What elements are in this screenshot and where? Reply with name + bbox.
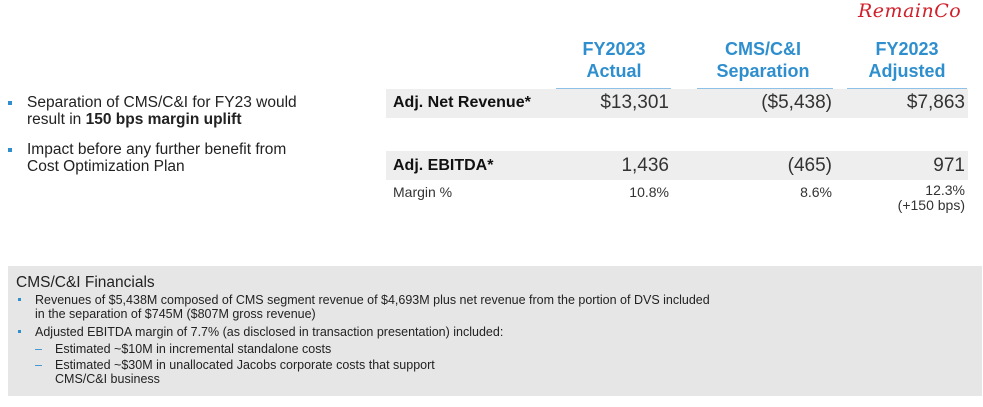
- bullet-line: Estimated ~$10M in incremental standalon…: [55, 342, 332, 356]
- bullet-line: Cost Optimization Plan: [27, 158, 185, 175]
- revenue-row-background: [386, 89, 968, 118]
- ebitda-adjusted: 971: [933, 155, 965, 176]
- margin-separation: 8.6%: [800, 184, 832, 200]
- revenue-separation: ($5,438): [761, 92, 832, 113]
- bullet-line: Estimated ~$30M in unallocated Jacobs co…: [55, 358, 435, 372]
- bullet-line: CMS/C&I business: [55, 372, 160, 386]
- revenue-label: Adj. Net Revenue*: [393, 94, 531, 111]
- column-header-fy2023-actual: FY2023 Actual: [549, 38, 679, 82]
- bullet-line: in the separation of $745M ($807M gross …: [35, 307, 316, 321]
- financials-box: [8, 266, 982, 396]
- bullet-line: Adjusted EBITDA margin of 7.7% (as discl…: [35, 325, 504, 339]
- bullet-marker: [8, 101, 12, 105]
- financials-subitem-corporate: – Estimated ~$30M in unallocated Jacobs …: [35, 358, 435, 386]
- margin-uplift-note: (+150 bps): [897, 197, 965, 213]
- bullet-bold-text: 150 bps margin uplift: [85, 111, 242, 128]
- revenue-actual: $13,301: [600, 92, 669, 113]
- ebitda-label: Adj. EBITDA*: [393, 157, 494, 174]
- bullet-marker: [8, 148, 12, 152]
- dash-marker: –: [35, 342, 42, 356]
- ebitda-row-background: [386, 151, 968, 180]
- financials-title: CMS/C&I Financials: [16, 274, 155, 291]
- bullet-line: result in 150 bps margin uplift: [27, 111, 297, 128]
- financials-subitem-standalone: – Estimated ~$10M in incremental standal…: [35, 342, 332, 356]
- column-header-line2: Actual: [586, 61, 642, 81]
- financials-bullet-ebitda: Adjusted EBITDA margin of 7.7% (as discl…: [18, 325, 504, 339]
- financials-bullet-revenue: Revenues of $5,438M composed of CMS segm…: [18, 293, 710, 321]
- handwritten-annotation: RemainCo: [858, 0, 962, 22]
- ebitda-actual: 1,436: [621, 155, 669, 176]
- column-header-line2: Separation: [716, 61, 810, 81]
- column-header-line1: FY2023: [582, 39, 646, 59]
- column-header-separation: CMS/C&I Separation: [698, 38, 828, 82]
- bullet-line: Impact before any further benefit from: [27, 141, 287, 158]
- ebitda-separation: (465): [787, 155, 832, 176]
- margin-label: Margin %: [393, 184, 453, 200]
- bullet-line: Revenues of $5,438M composed of CMS segm…: [35, 293, 710, 307]
- column-header-line1: CMS/C&I: [725, 39, 801, 59]
- bullet-line: Separation of CMS/C&I for FY23 would: [27, 94, 297, 111]
- bullet-marker: [18, 330, 21, 333]
- revenue-adjusted: $7,863: [906, 92, 965, 113]
- margin-actual: 10.8%: [629, 184, 669, 200]
- margin-adjusted: 12.3%: [925, 182, 965, 198]
- bullet-impact: Impact before any further benefit from C…: [8, 141, 287, 175]
- bullet-margin-uplift: Separation of CMS/C&I for FY23 would res…: [8, 94, 297, 128]
- column-header-fy2023-adjusted: FY2023 Adjusted: [842, 38, 972, 82]
- bullet-marker: [18, 298, 21, 301]
- column-header-line2: Adjusted: [868, 61, 946, 81]
- dash-marker: –: [35, 358, 42, 372]
- bullet-text: result in: [27, 111, 86, 128]
- column-header-line1: FY2023: [875, 39, 939, 59]
